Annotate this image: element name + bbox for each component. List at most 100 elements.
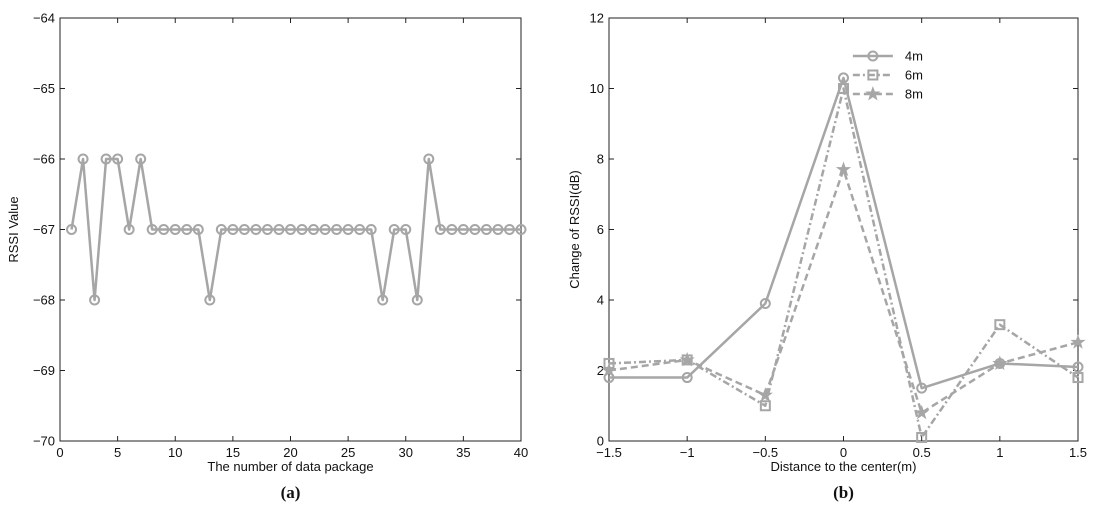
data-point bbox=[273, 224, 285, 235]
y-tick-label: −66 bbox=[33, 152, 55, 167]
data-point bbox=[169, 224, 181, 235]
data-point bbox=[158, 224, 170, 235]
y-tick-label: −67 bbox=[33, 222, 55, 237]
data-point bbox=[757, 387, 773, 402]
data-point bbox=[759, 400, 771, 412]
data-point bbox=[215, 224, 227, 235]
data-point bbox=[342, 224, 354, 235]
x-tick-label: 5 bbox=[114, 445, 121, 460]
y-tick-label: −64 bbox=[33, 11, 55, 26]
data-point bbox=[681, 372, 693, 384]
x-tick-label: 40 bbox=[514, 445, 528, 460]
data-point bbox=[123, 224, 135, 235]
series-line bbox=[70, 157, 521, 302]
data-point bbox=[377, 294, 389, 306]
data-point bbox=[388, 224, 400, 235]
data-point bbox=[365, 224, 377, 235]
data-point bbox=[181, 224, 193, 235]
data-point bbox=[914, 404, 930, 420]
x-tick-label: 0.5 bbox=[913, 445, 931, 460]
data-point bbox=[204, 294, 216, 306]
data-point bbox=[308, 224, 320, 235]
data-point bbox=[492, 224, 504, 235]
data-point bbox=[77, 153, 89, 165]
data-point bbox=[146, 224, 158, 235]
x-tick-label: 10 bbox=[168, 445, 182, 460]
panel-caption: (a) bbox=[281, 483, 301, 502]
data-point bbox=[679, 351, 695, 367]
data-point bbox=[296, 224, 308, 235]
data-point bbox=[480, 224, 492, 235]
chart-a: 0 5 10 15 20 25 30 35 40 −70 −69 −68 −67 −66 −65 −64 The… bbox=[6, 11, 528, 503]
x-axis-label: The number of data package bbox=[207, 459, 373, 474]
legend-marker bbox=[867, 50, 879, 62]
legend-marker bbox=[867, 69, 879, 81]
data-point bbox=[916, 382, 928, 394]
x-axis-label: Distance to the center(m) bbox=[771, 459, 917, 474]
data-point bbox=[759, 298, 771, 310]
data-point bbox=[916, 431, 928, 443]
data-point bbox=[994, 319, 1006, 331]
data-point bbox=[446, 224, 458, 235]
data-point bbox=[261, 224, 273, 235]
y-tick-label: 6 bbox=[597, 222, 604, 237]
y-tick-label: 4 bbox=[597, 293, 604, 308]
chart-b: −1.5 −1 −0.5 0 0.5 1 1.5 0 2 4 6 8 10 12 Distance to t… bbox=[567, 11, 1087, 503]
y-axis-label: RSSI Value bbox=[6, 196, 21, 262]
y-tick-label: 10 bbox=[590, 81, 604, 96]
x-tick-label: 0 bbox=[840, 445, 847, 460]
legend-marker bbox=[865, 85, 881, 101]
data-point bbox=[400, 224, 412, 235]
x-tick-label: 15 bbox=[226, 445, 240, 460]
data-point bbox=[601, 362, 617, 377]
y-tick-label: −69 bbox=[33, 363, 55, 378]
y-tick-label: −70 bbox=[33, 434, 55, 449]
y-tick-label: 0 bbox=[597, 434, 604, 449]
data-point bbox=[331, 224, 343, 235]
data-point bbox=[411, 294, 423, 306]
y-tick-label: 2 bbox=[597, 363, 604, 378]
data-point bbox=[423, 153, 435, 165]
y-tick-label: 8 bbox=[597, 152, 604, 167]
panel-caption: (b) bbox=[833, 483, 854, 502]
data-point bbox=[112, 153, 124, 165]
data-point bbox=[285, 224, 296, 235]
x-tick-label: 1 bbox=[996, 445, 1003, 460]
data-point bbox=[238, 224, 250, 235]
data-point bbox=[66, 224, 78, 235]
data-point bbox=[192, 224, 204, 235]
y-tick-label: −65 bbox=[33, 81, 55, 96]
x-tick-label: −1 bbox=[680, 445, 695, 460]
x-tick-label: 25 bbox=[341, 445, 355, 460]
x-tick-label: 1.5 bbox=[1069, 445, 1087, 460]
data-point bbox=[457, 224, 469, 235]
data-point bbox=[319, 224, 331, 235]
legend-label: 6m bbox=[905, 68, 923, 83]
data-point bbox=[354, 224, 366, 235]
x-tick-label: 35 bbox=[456, 445, 470, 460]
data-point bbox=[1072, 361, 1084, 373]
data-point bbox=[469, 224, 481, 235]
data-point bbox=[89, 294, 101, 306]
data-point bbox=[227, 224, 239, 235]
data-point bbox=[100, 153, 112, 165]
legend-label: 8m bbox=[905, 87, 923, 102]
x-tick-label: 20 bbox=[283, 445, 297, 460]
y-tick-label: 12 bbox=[590, 11, 604, 26]
series-line bbox=[608, 87, 1079, 439]
data-point bbox=[135, 153, 147, 165]
legend-label: 4m bbox=[905, 49, 923, 64]
x-tick-label: −1.5 bbox=[596, 445, 622, 460]
y-tick-label: −68 bbox=[33, 293, 55, 308]
data-point bbox=[1072, 372, 1084, 384]
x-tick-label: 30 bbox=[399, 445, 413, 460]
x-tick-label: −0.5 bbox=[752, 445, 778, 460]
data-point bbox=[838, 72, 849, 84]
data-point bbox=[992, 355, 1008, 370]
data-point bbox=[515, 224, 527, 235]
data-point bbox=[503, 224, 515, 235]
data-point bbox=[838, 83, 849, 94]
data-point bbox=[434, 224, 446, 235]
data-point bbox=[250, 224, 262, 235]
